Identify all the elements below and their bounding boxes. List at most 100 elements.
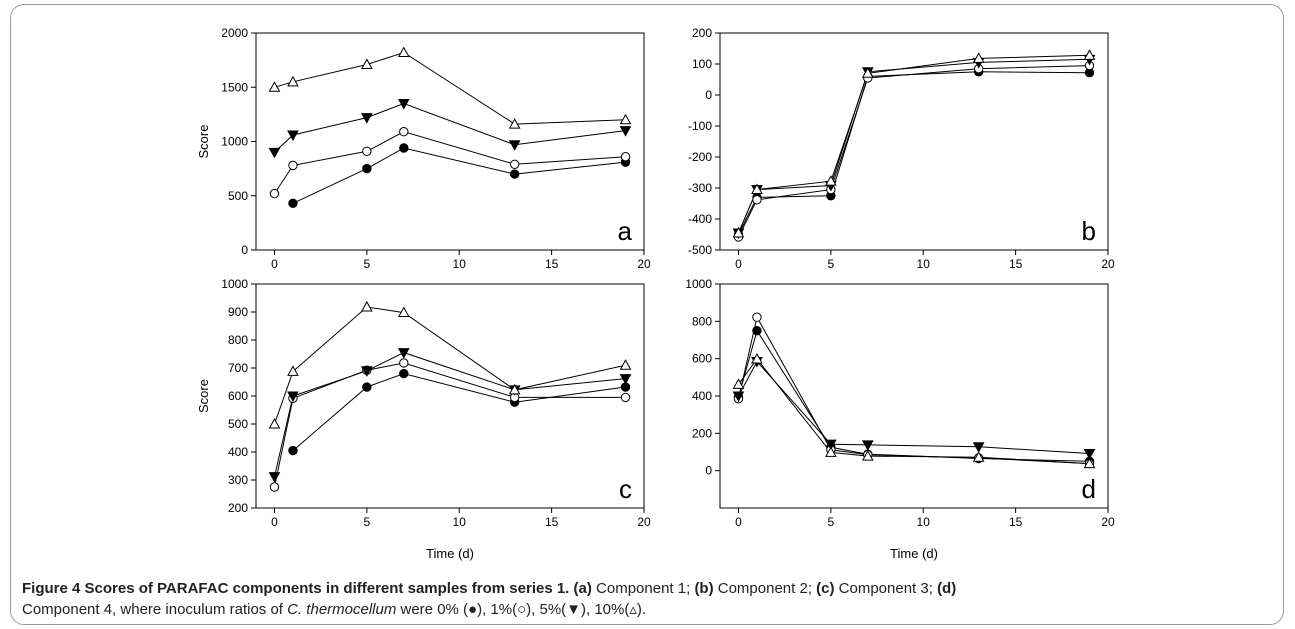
panel-d-ytick-label: 800	[692, 314, 712, 328]
panel-d-point-filled-triangle-down	[1083, 448, 1096, 460]
panel-d-xtick-label: 5	[828, 515, 835, 529]
panel-a-series-line-open-circle	[274, 131, 626, 194]
panel-c-point-open-triangle-up	[287, 365, 299, 376]
panel-c-point-open-triangle-up	[268, 417, 281, 429]
panel-b-ytick-label: -400	[688, 212, 712, 226]
panel-a-point-filled-circle	[362, 163, 372, 174]
panel-d-ytick-label: 400	[692, 389, 712, 403]
panel-a-point-filled-triangle-down	[508, 140, 521, 151]
panel-c-xtick-label: 0	[271, 515, 278, 529]
panel-a-point-filled-triangle-down	[361, 113, 373, 124]
panel-c-point-filled-triangle-down	[287, 391, 299, 403]
panel-c-ytick-label: 400	[228, 445, 248, 459]
panel-b-ytick-label: -100	[688, 119, 712, 133]
caption-label-b: (b)	[694, 580, 714, 597]
panel-a-point-open-circle	[399, 127, 409, 137]
panel-a-point-filled-triangle-down	[619, 126, 632, 137]
panel-d-ytick-label: 0	[705, 464, 712, 478]
panel-b: 0 5 10 15 20 -500 -400 -300 -200 -100 0 100 200 b	[688, 26, 1115, 271]
panel-b-xtick-label: 5	[828, 257, 835, 271]
caption-text-c: Component 3;	[834, 580, 938, 597]
panel-d-series-line-filled-triangle-down	[738, 360, 1090, 454]
panel-a-point-open-triangle-up	[268, 81, 281, 92]
panel-a-series-line-open-triangle-up	[274, 51, 626, 125]
panel-d-frame	[719, 283, 1109, 509]
caption-ratios: were 0% (●), 1%(○), 5%(▼), 10%(▵).	[396, 601, 647, 618]
panel-b-xtick-label: 20	[1101, 257, 1115, 271]
panel-a-ytick-label: 0	[241, 243, 248, 257]
panel-a-point-open-circle	[620, 151, 631, 162]
figure-frame	[10, 4, 1284, 625]
panel-a-ytick-label: 1500	[221, 80, 248, 94]
caption-text-d: Component 4, where inoculum ratios of	[22, 601, 288, 618]
panel-a-point-open-triangle-up	[397, 46, 410, 58]
panel-a-series-line-filled-triangle-down	[274, 102, 626, 153]
panel-c-point-filled-circle	[362, 382, 372, 392]
panel-b-ytick-label: 200	[692, 26, 712, 40]
panel-d-point-open-circle	[752, 312, 762, 322]
panel-d-xtick-label: 0	[735, 515, 742, 529]
panel-c-point-open-triangle-up	[361, 300, 373, 312]
panel-b-series-line-filled-triangle-down	[738, 58, 1090, 234]
panel-a-ytick-label: 1000	[221, 135, 248, 149]
panel-c-xtick-label: 15	[545, 515, 559, 529]
panel-d-point-open-triangle-up	[972, 451, 985, 462]
panel-d-xtick-label: 15	[1009, 515, 1023, 529]
panel-c-ylabel: Score	[196, 379, 211, 413]
panel-b-frame	[719, 32, 1109, 251]
panel-a-point-filled-circle	[509, 169, 520, 179]
panel-c-series-line-filled-triangle-down	[274, 352, 626, 477]
panel-c-frame	[255, 283, 645, 509]
panel-a-ytick-label: 2000	[221, 26, 248, 40]
panel-b-point-open-triangle-up	[751, 183, 763, 195]
panel-a-xtick-label: 15	[545, 257, 559, 271]
panel-b-point-open-triangle-up	[972, 52, 985, 63]
panel-c-point-open-circle	[620, 392, 631, 403]
panel-b-label: b	[1082, 216, 1096, 246]
panel-a-point-open-triangle-up	[361, 58, 373, 69]
panel-b-point-open-triangle-up	[861, 67, 874, 78]
panel-c-point-filled-triangle-down	[361, 366, 373, 377]
panel-d-label: d	[1082, 474, 1096, 504]
panel-d-series-line-open-triangle-up	[738, 358, 1090, 465]
panel-b-series-line-open-triangle-up	[738, 54, 1090, 234]
panel-a-point-open-triangle-up	[619, 113, 632, 125]
panel-d-series-line-filled-circle	[738, 329, 1090, 462]
panel-a-point-filled-triangle-down	[268, 147, 281, 159]
panel-c-xlabel: Time (d)	[426, 546, 474, 561]
panel-b-xtick-label: 10	[917, 257, 931, 271]
panel-d-series-line-open-circle	[738, 315, 1090, 465]
panel-c-point-filled-circle	[399, 368, 409, 379]
panel-a-xtick-label: 10	[453, 257, 467, 271]
panel-c-point-filled-triangle-down	[268, 472, 281, 483]
panel-c-xtick-label: 20	[637, 515, 651, 529]
panel-c-series-line-open-circle	[274, 362, 626, 488]
panel-b-xtick-label: 15	[1009, 257, 1023, 271]
panel-d-point-open-triangle-up	[861, 450, 874, 461]
panel-c-point-open-circle	[269, 482, 280, 492]
panel-c-point-filled-triangle-down	[619, 374, 632, 385]
panel-d-point-filled-triangle-down	[732, 391, 745, 403]
panel-b-xtick-label: 0	[735, 257, 742, 271]
caption-label-c: (c)	[816, 580, 835, 597]
panel-a-point-open-circle	[269, 188, 280, 199]
panel-c-ytick-label: 200	[228, 501, 248, 515]
panel-d-xlabel: Time (d)	[890, 546, 938, 561]
panel-b-ytick-label: 100	[692, 57, 712, 71]
panel-c-series-line-open-triangle-up	[274, 306, 626, 425]
panel-b-ytick-label: 0	[705, 88, 712, 102]
panel-d-point-open-triangle-up	[732, 378, 745, 389]
panel-b-series-line-open-circle	[738, 65, 1090, 238]
panel-a-point-open-circle	[362, 146, 372, 156]
panel-a-point-open-circle	[288, 160, 298, 171]
caption-label-d: (d)	[937, 580, 957, 597]
panel-c-xtick-label: 5	[364, 515, 371, 529]
caption-text-a: Component 1;	[591, 580, 695, 597]
panel-d-point-filled-triangle-down	[972, 442, 985, 453]
panel-a-frame	[255, 32, 645, 251]
panel-d-xtick-label: 20	[1101, 515, 1115, 529]
panel-c-ytick-label: 900	[228, 305, 248, 319]
panel-d-ytick-label: 600	[692, 352, 712, 366]
panel-c-point-open-circle	[399, 358, 409, 368]
